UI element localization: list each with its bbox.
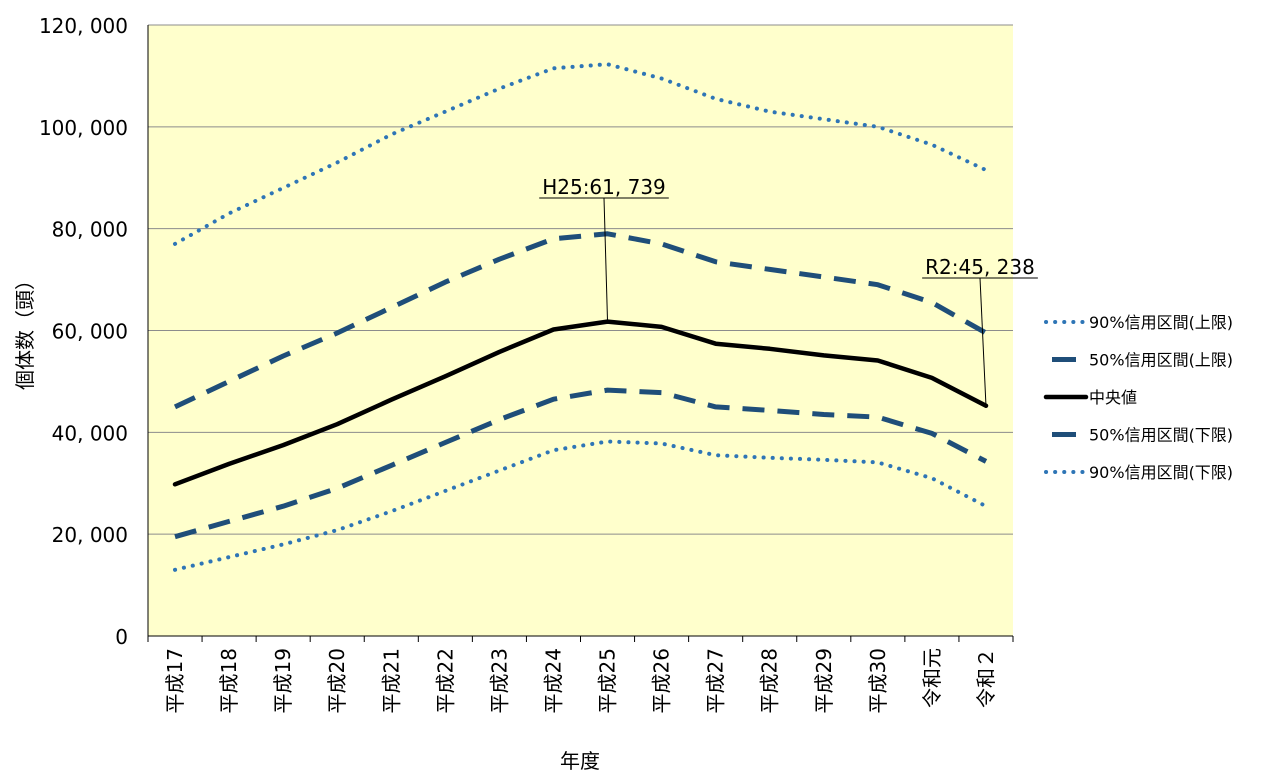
x-tick-label: 令和元 bbox=[920, 648, 944, 708]
x-tick-label: 平成25 bbox=[596, 648, 620, 713]
annotation-label: R2:45, 238 bbox=[925, 255, 1035, 279]
annotation-leader bbox=[603, 197, 609, 322]
legend-label: 中央値 bbox=[1089, 388, 1137, 407]
legend-label: 50%信用区間(下限) bbox=[1089, 426, 1233, 445]
annotations: H25:61, 739 R2:45, 238 bbox=[539, 175, 1038, 406]
y-tick-label: 40, 000 bbox=[52, 421, 128, 445]
series-line bbox=[173, 231, 988, 410]
y-tick-labels: 0 20, 000 40, 000 60, 000 80, 000 100, 000 120… bbox=[39, 14, 128, 649]
x-tick-label: 平成30 bbox=[866, 648, 890, 713]
y-tick-label: 120, 000 bbox=[39, 14, 128, 38]
x-tick-label: 平成22 bbox=[433, 648, 457, 713]
annotation-label: H25:61, 739 bbox=[542, 175, 666, 199]
legend: 90%信用区間(上限) 50%信用区間(上限) 中央値 50%信用区間(下限) 90%信… bbox=[1043, 313, 1233, 482]
series-lines bbox=[172, 62, 989, 572]
annotation-leader bbox=[979, 277, 987, 406]
x-tick-label: 平成23 bbox=[487, 648, 511, 713]
legend-label: 50%信用区間(上限) bbox=[1089, 351, 1233, 370]
x-tick-label: 平成19 bbox=[271, 648, 295, 713]
x-tick-label: 平成24 bbox=[541, 648, 565, 713]
x-tick-label: 平成20 bbox=[325, 648, 349, 713]
series-line bbox=[174, 387, 988, 540]
y-axis-label: 個体数（頭） bbox=[13, 270, 37, 390]
x-tick-label: 平成26 bbox=[650, 648, 674, 713]
series-line bbox=[173, 62, 988, 246]
x-tick-label: 平成29 bbox=[812, 648, 836, 713]
y-tick-label: 100, 000 bbox=[39, 116, 128, 140]
legend-label: 90%信用区間(上限) bbox=[1089, 313, 1233, 332]
legend-label: 90%信用区間(下限) bbox=[1089, 463, 1233, 482]
y-tick-label: 80, 000 bbox=[52, 218, 128, 242]
x-tick-label: 平成18 bbox=[217, 648, 241, 713]
x-tick-label: 平成17 bbox=[163, 648, 187, 713]
y-tick-label: 0 bbox=[115, 625, 128, 649]
y-tick-label: 60, 000 bbox=[52, 320, 128, 344]
x-tick-label: 平成27 bbox=[704, 648, 728, 713]
x-tick-label: 平成28 bbox=[758, 648, 782, 713]
gridlines bbox=[148, 24, 1013, 535]
x-tick-label: 令和２ bbox=[974, 648, 998, 708]
series-line bbox=[172, 319, 989, 487]
x-tick-labels: 平成17 平成18 平成19 平成20 平成21 平成22 平成23 平成24 平成25 平成26… bbox=[147, 636, 1014, 713]
y-tick-label: 20, 000 bbox=[52, 523, 128, 547]
x-tick-label: 平成21 bbox=[379, 648, 403, 713]
x-axis-label: 年度 bbox=[560, 749, 600, 773]
